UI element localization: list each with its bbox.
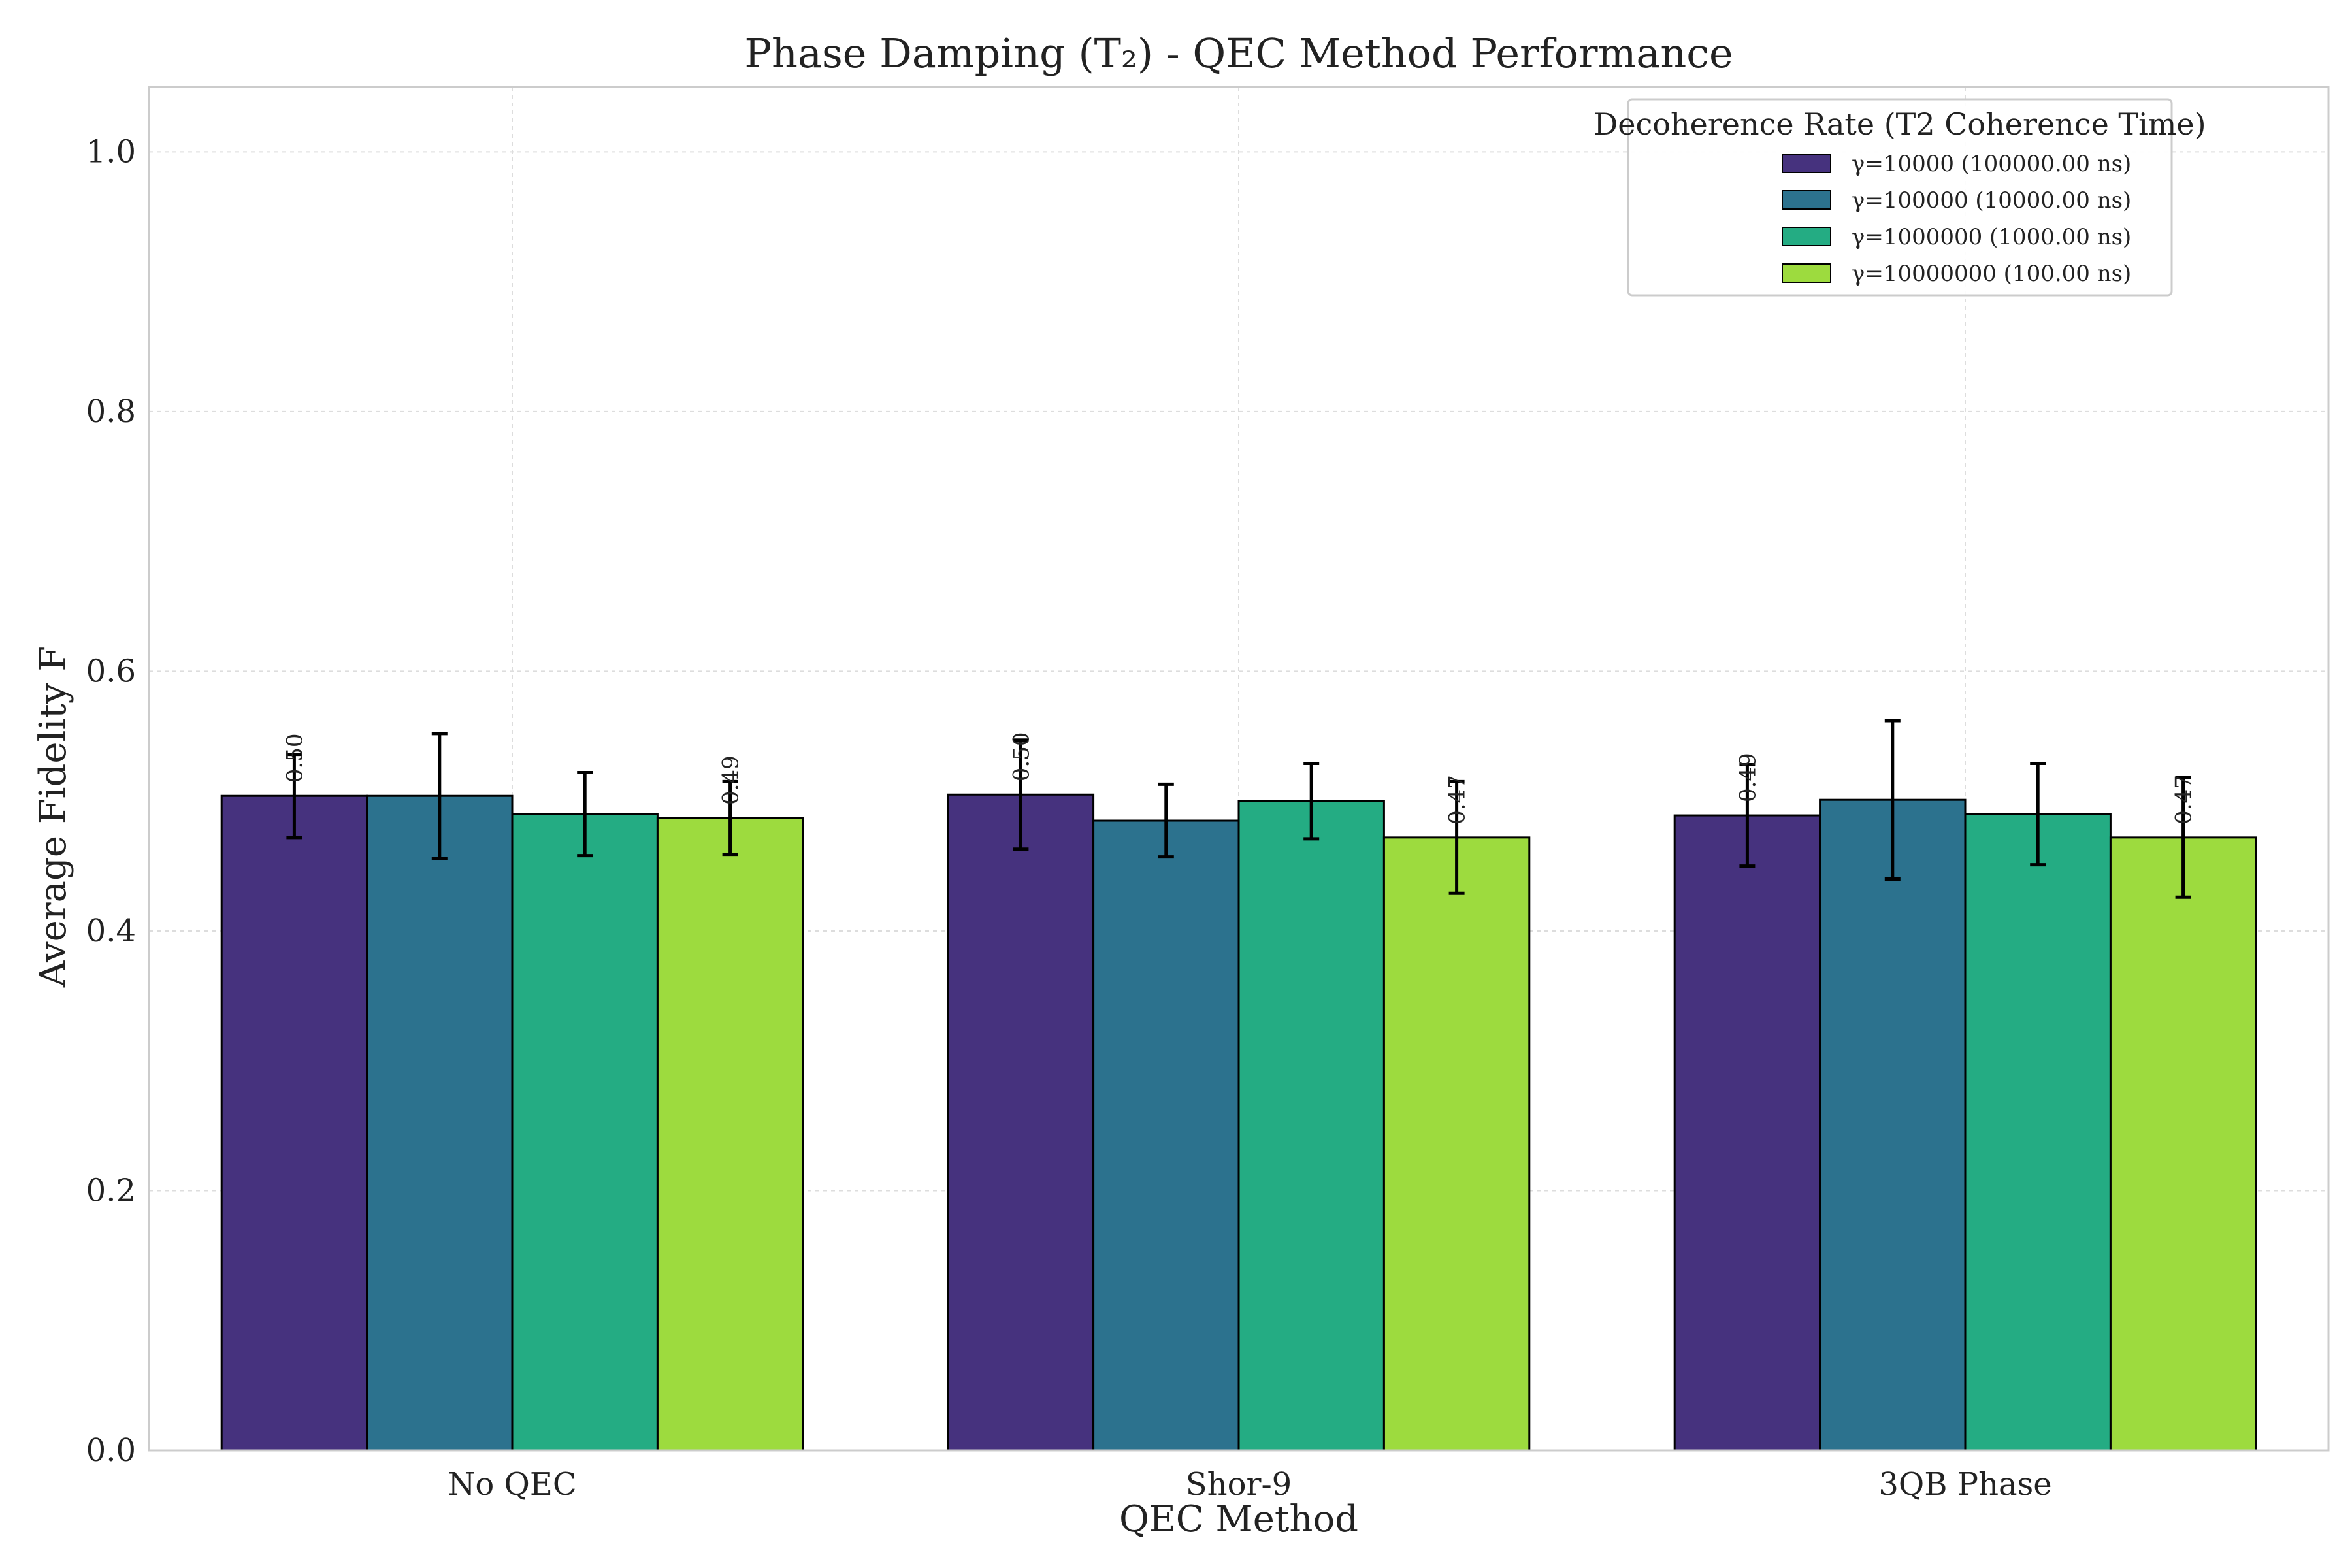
bar bbox=[220, 794, 368, 1452]
bar bbox=[366, 794, 514, 1452]
bar bbox=[1673, 814, 1821, 1452]
legend-swatch bbox=[1782, 263, 1831, 283]
bar bbox=[1819, 798, 1967, 1452]
bar bbox=[947, 793, 1095, 1452]
data-label: 0.49 bbox=[718, 755, 744, 805]
chart-title: Phase Damping (T₂) - QEC Method Performa… bbox=[744, 29, 1733, 77]
bar bbox=[1092, 819, 1240, 1452]
y-tick-label: 1.0 bbox=[86, 133, 136, 170]
y-tick-label: 0.2 bbox=[86, 1172, 136, 1209]
bar bbox=[656, 817, 804, 1452]
legend-label: γ=1000000 (1000.00 ns) bbox=[1852, 224, 2131, 250]
y-axis: 0.0 0.2 0.4 0.6 0.8 1.0 bbox=[86, 133, 136, 1469]
legend-label: γ=10000000 (100.00 ns) bbox=[1852, 261, 2131, 287]
legend-title: Decoherence Rate (T2 Coherence Time) bbox=[1593, 106, 2206, 142]
data-label: 0.50 bbox=[282, 734, 308, 783]
data-label: 0.50 bbox=[1008, 732, 1034, 782]
data-label: 0.49 bbox=[1735, 753, 1761, 802]
plot-frame bbox=[148, 86, 2330, 1452]
y-tick-label: 0.6 bbox=[86, 653, 136, 689]
data-label: 0.47 bbox=[1445, 775, 1471, 825]
data-labels: 0.50 0.50 0.49 0.49 0.47 0.47 bbox=[282, 732, 2197, 825]
legend-items: γ=10000 (100000.00 ns) γ=100000 (10000.00… bbox=[1782, 151, 2131, 287]
legend-swatch bbox=[1782, 154, 1831, 173]
y-axis-label: Average Fidelity F bbox=[32, 646, 74, 988]
bar bbox=[1382, 836, 1531, 1452]
legend-label: γ=100000 (10000.00 ns) bbox=[1852, 188, 2131, 214]
legend: Decoherence Rate (T2 Coherence Time) γ=1… bbox=[1593, 98, 2206, 297]
bar bbox=[511, 813, 659, 1452]
data-label: 0.47 bbox=[2171, 775, 2197, 825]
x-axis-label: QEC Method bbox=[1119, 1498, 1358, 1541]
bar bbox=[2109, 836, 2257, 1452]
x-axis: No QEC Shor-9 3QB Phase bbox=[448, 1466, 2051, 1503]
y-tick-label: 0.8 bbox=[86, 393, 136, 430]
legend-box bbox=[1627, 98, 2173, 297]
bar bbox=[1964, 813, 2112, 1452]
y-tick-label: 0.4 bbox=[86, 913, 136, 949]
error-bars bbox=[286, 719, 2191, 899]
x-tick-label: 3QB Phase bbox=[1878, 1466, 2051, 1503]
legend-label: γ=10000 (100000.00 ns) bbox=[1852, 151, 2131, 177]
legend-swatch bbox=[1782, 227, 1831, 246]
y-tick-label: 0.0 bbox=[86, 1432, 136, 1469]
bars bbox=[220, 793, 2257, 1452]
bar bbox=[1237, 800, 1385, 1452]
legend-swatch bbox=[1782, 190, 1831, 210]
x-tick-label: Shor-9 bbox=[1186, 1466, 1292, 1503]
x-tick-label: No QEC bbox=[448, 1466, 576, 1503]
